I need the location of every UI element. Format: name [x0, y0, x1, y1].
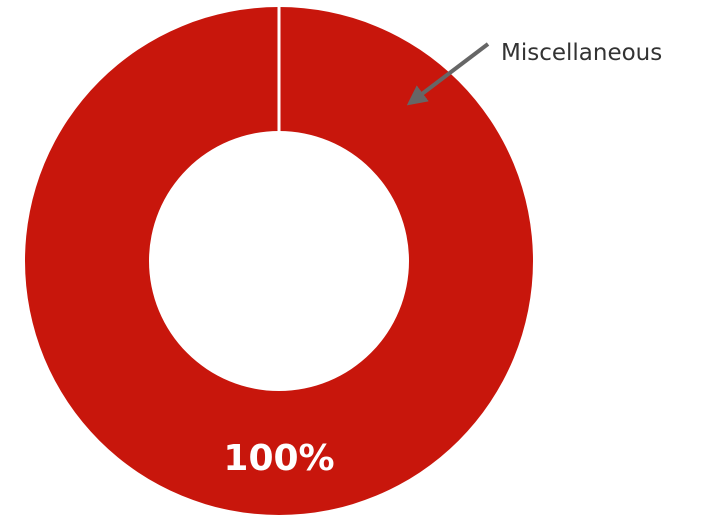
donut-slice-miscellaneous [25, 7, 533, 515]
annotation-arrow [406, 42, 490, 106]
annotation-label: Miscellaneous [501, 40, 662, 66]
slice-value-label: 100% [223, 438, 334, 479]
